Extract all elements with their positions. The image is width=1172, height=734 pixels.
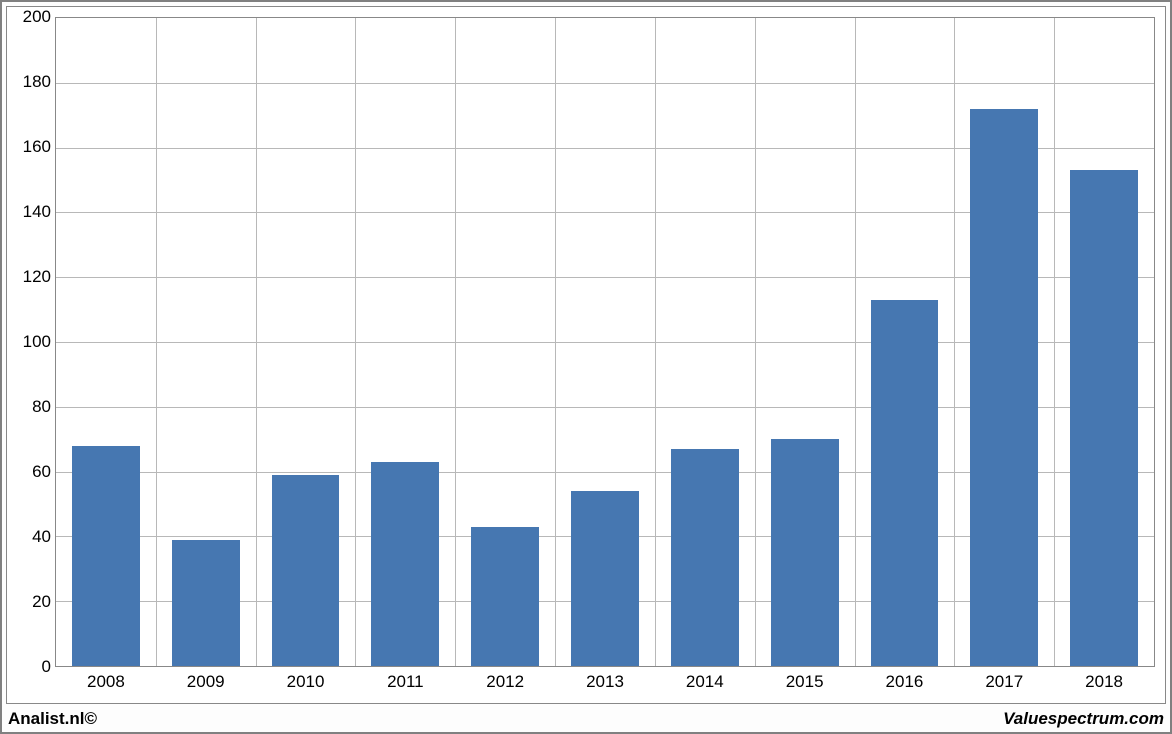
plot-area: 2008200920102011201220132014201520162017…	[55, 17, 1155, 667]
x-axis-tick-label: 2010	[287, 672, 325, 692]
y-axis-tick-label: 40	[11, 527, 51, 547]
y-axis-tick-label: 100	[11, 332, 51, 352]
bar	[72, 446, 140, 666]
y-axis-tick-label: 140	[11, 202, 51, 222]
x-axis-tick-label: 2014	[686, 672, 724, 692]
bar	[1070, 170, 1138, 666]
x-axis-tick-label: 2018	[1085, 672, 1123, 692]
y-axis-tick-label: 0	[11, 657, 51, 677]
y-axis-tick-label: 20	[11, 592, 51, 612]
gridline-vertical	[655, 18, 656, 666]
bar	[272, 475, 340, 666]
footer-left-label: Analist.nl©	[8, 709, 97, 729]
x-axis-tick-label: 2016	[886, 672, 924, 692]
x-axis-tick-label: 2011	[387, 672, 424, 692]
bar	[371, 462, 439, 666]
y-axis-tick-label: 180	[11, 72, 51, 92]
gridline-vertical	[156, 18, 157, 666]
x-axis-tick-label: 2013	[586, 672, 624, 692]
bar	[771, 439, 839, 666]
y-axis-tick-label: 120	[11, 267, 51, 287]
bar	[970, 109, 1038, 666]
x-axis-tick-label: 2012	[486, 672, 524, 692]
x-axis-tick-label: 2009	[187, 672, 225, 692]
y-axis-tick-label: 80	[11, 397, 51, 417]
gridline-vertical	[455, 18, 456, 666]
gridline-vertical	[1054, 18, 1055, 666]
y-axis-tick-label: 200	[11, 7, 51, 27]
footer-right-label: Valuespectrum.com	[1003, 709, 1164, 729]
gridline-vertical	[555, 18, 556, 666]
gridline-vertical	[954, 18, 955, 666]
chart-frame: 2008 2009 2010 2011 2012 2013 2014 2015 2016 2017…	[0, 0, 1172, 734]
bar	[871, 300, 939, 666]
y-axis-tick-label: 160	[11, 137, 51, 157]
gridline-vertical	[256, 18, 257, 666]
chart-area: 2008 2009 2010 2011 2012 2013 2014 2015 2016 2017…	[6, 6, 1166, 704]
bar	[471, 527, 539, 666]
bar	[571, 491, 639, 666]
footer: Analist.nl© Valuespectrum.com	[8, 708, 1164, 730]
gridline-horizontal	[56, 83, 1154, 84]
bar	[172, 540, 240, 666]
gridline-vertical	[355, 18, 356, 666]
bar	[671, 449, 739, 666]
gridline-vertical	[755, 18, 756, 666]
x-axis-tick-label: 2008	[87, 672, 125, 692]
gridline-vertical	[855, 18, 856, 666]
y-axis-tick-label: 60	[11, 462, 51, 482]
x-axis-tick-label: 2015	[786, 672, 824, 692]
x-axis-tick-label: 2017	[985, 672, 1023, 692]
